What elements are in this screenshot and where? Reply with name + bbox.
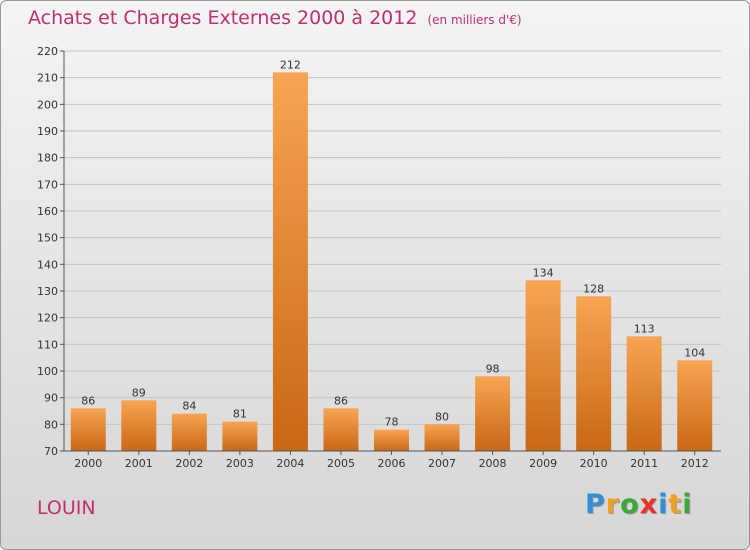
bar bbox=[576, 296, 612, 451]
x-tick-label: 2012 bbox=[681, 457, 709, 470]
x-tick-label: 2000 bbox=[74, 457, 102, 470]
y-tick-label: 200 bbox=[37, 98, 58, 111]
data-label: 98 bbox=[486, 362, 500, 375]
data-label: 80 bbox=[435, 410, 449, 423]
chart-subtitle: (en milliers d'€) bbox=[427, 13, 522, 27]
bar bbox=[525, 280, 561, 451]
data-label: 134 bbox=[533, 266, 554, 279]
y-tick-label: 110 bbox=[37, 338, 58, 351]
bar bbox=[323, 408, 359, 451]
bar bbox=[222, 421, 258, 451]
bar bbox=[70, 408, 106, 451]
x-tick-label: 2008 bbox=[479, 457, 507, 470]
x-tick-label: 2007 bbox=[428, 457, 456, 470]
y-tick-label: 170 bbox=[37, 178, 58, 191]
data-label: 81 bbox=[233, 408, 247, 421]
x-tick-label: 2011 bbox=[630, 457, 658, 470]
y-tick-label: 70 bbox=[44, 445, 58, 458]
y-tick-label: 210 bbox=[37, 72, 58, 85]
bar bbox=[626, 336, 662, 451]
logo-letter: r bbox=[605, 489, 621, 520]
bar-chart: 86 89 84 81 212 86 78 80 98 134 128 113 104 70 80 90 10… bbox=[37, 45, 721, 470]
y-tick-label: 140 bbox=[37, 258, 58, 271]
proxiti-logo: Proxiti bbox=[585, 489, 693, 520]
x-tick-label: 2001 bbox=[125, 457, 153, 470]
y-tick-label: 150 bbox=[37, 232, 58, 245]
commune-name: LOUIN bbox=[37, 497, 96, 519]
x-tick-label: 2005 bbox=[327, 457, 355, 470]
bar bbox=[374, 429, 409, 451]
y-tick-label: 120 bbox=[37, 312, 58, 325]
data-label: 84 bbox=[182, 400, 196, 413]
x-tick-label: 2006 bbox=[378, 457, 406, 470]
logo-letter: o bbox=[620, 489, 640, 520]
data-label: 78 bbox=[385, 416, 399, 429]
bar bbox=[272, 72, 308, 451]
y-tick-label: 160 bbox=[37, 205, 58, 218]
y-tick-label: 180 bbox=[37, 152, 58, 165]
y-tick-label: 130 bbox=[37, 285, 58, 298]
chart-title-text: Achats et Charges Externes 2000 à 2012 bbox=[28, 7, 418, 29]
bar bbox=[121, 400, 157, 451]
x-tick-label: 2004 bbox=[276, 457, 304, 470]
data-label: 89 bbox=[132, 386, 146, 399]
logo-letter: x bbox=[639, 489, 659, 520]
x-tick-label: 2009 bbox=[529, 457, 557, 470]
y-tick-label: 80 bbox=[44, 418, 58, 431]
logo-letter: P bbox=[585, 489, 606, 520]
data-label: 113 bbox=[634, 322, 655, 335]
data-label: 86 bbox=[81, 394, 95, 407]
y-tick-label: 190 bbox=[37, 125, 58, 138]
bar bbox=[171, 413, 207, 451]
logo-letter: t bbox=[668, 489, 683, 520]
data-label: 86 bbox=[334, 394, 348, 407]
bar bbox=[424, 424, 460, 451]
data-label: 104 bbox=[684, 346, 705, 359]
y-tick-label: 100 bbox=[37, 365, 58, 378]
x-tick-label: 2010 bbox=[580, 457, 608, 470]
y-tick-label: 220 bbox=[37, 45, 58, 58]
x-tick-label: 2002 bbox=[175, 457, 203, 470]
x-tick-label: 2003 bbox=[226, 457, 254, 470]
bar bbox=[677, 360, 713, 451]
bar bbox=[475, 376, 511, 451]
logo-letter: i bbox=[682, 489, 693, 520]
logo-letter: i bbox=[658, 489, 669, 520]
chart-title: Achats et Charges Externes 2000 à 2012 (e… bbox=[28, 7, 522, 29]
data-label: 212 bbox=[280, 58, 301, 71]
data-label: 128 bbox=[583, 282, 604, 295]
y-tick-label: 90 bbox=[44, 392, 58, 405]
